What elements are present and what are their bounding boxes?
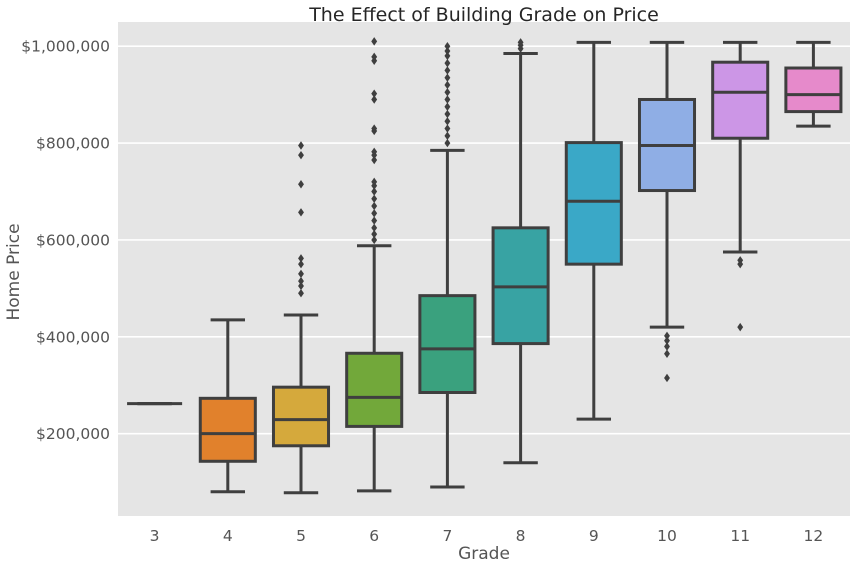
x-tick-label: 12 [804,527,824,545]
outlier-point [444,51,451,61]
outlier-point [664,331,670,341]
box-grade-9 [564,40,623,421]
outlier-point [444,109,451,119]
outlier-point [298,254,304,263]
y-tick-label: $800,000 [36,135,110,153]
outlier-point [444,66,451,75]
outlier-point [664,342,670,351]
x-tick-label: 8 [516,527,526,545]
outlier-point [371,223,378,233]
box-grade-4 [198,318,257,494]
box-grade-6 [345,37,404,493]
x-tick-label: 5 [296,527,306,545]
outlier-point [444,88,451,97]
outlier-point [664,373,670,383]
outlier-point [298,289,304,298]
box-grade-5 [271,141,331,495]
iqr-box [345,351,404,428]
outlier-point [517,38,524,47]
outlier-point [664,349,670,358]
iqr-box [418,294,477,395]
outlier-point [371,89,378,98]
outlier-point [444,124,451,133]
outlier-point [371,177,378,187]
outlier-point [371,52,378,62]
outlier-point [371,147,378,156]
box-grade-12 [784,40,843,128]
y-axis-label: Home Price [4,223,24,320]
outlier-point [444,95,451,104]
outlier-point [444,138,451,148]
outlier-point [371,187,378,196]
outlier-point [371,209,378,218]
outlier-point [444,117,451,126]
x-axis-ticks: 3 4 5 6 7 8 9 10 11 12 [150,527,824,545]
x-tick-label: 3 [150,527,160,545]
outlier-point [298,180,304,189]
chart-title: The Effect of Building Grade on Price [308,4,659,26]
x-tick-label: 10 [657,527,677,545]
outlier-point [371,155,378,165]
outlier-point [737,322,744,332]
outlier-point [298,276,304,286]
outlier-point [444,42,451,51]
box-grade-8 [491,38,550,465]
x-tick-label: 7 [442,527,452,545]
y-tick-label: $200,000 [36,425,110,443]
y-tick-label: $600,000 [36,231,110,249]
outlier-point [444,73,451,82]
outlier-point [444,58,451,68]
boxes [127,37,843,495]
outlier-point [298,281,304,291]
iqr-box [198,396,257,463]
outlier-point [371,216,378,225]
outlier-point [371,194,378,203]
outlier-point [371,37,378,46]
outlier-point [444,102,451,111]
x-tick-label: 9 [589,527,599,545]
box-grade-7 [418,42,477,489]
outlier-point [664,336,670,345]
outlier-point [444,80,451,90]
y-axis-ticks: $200,000 $400,000 $600,000 $800,000 $1,000,0… [21,38,110,443]
outlier-point [298,150,304,160]
iqr-box [271,385,331,448]
outlier-point [298,259,304,269]
outlier-point [298,269,304,279]
x-tick-label: 6 [369,527,379,545]
y-tick-label: $400,000 [36,328,110,346]
x-axis-label: Grade [458,544,510,564]
x-tick-label: 4 [223,527,233,545]
outlier-point [371,201,378,211]
outlier-point [371,124,378,133]
box-grade-11 [711,40,770,332]
outlier-point [371,229,378,239]
iqr-box [784,66,843,114]
box-grade-10 [637,40,697,383]
outlier-point [298,208,304,217]
outlier-point [737,256,744,265]
outlier-point [444,46,451,56]
outlier-point [298,141,304,150]
y-tick-label: $1,000,000 [21,38,110,56]
iqr-box [711,60,770,140]
outlier-point [444,131,451,141]
iqr-box [564,141,623,266]
outlier-point [371,95,378,104]
x-tick-label: 11 [730,527,750,545]
outlier-point [371,235,378,245]
